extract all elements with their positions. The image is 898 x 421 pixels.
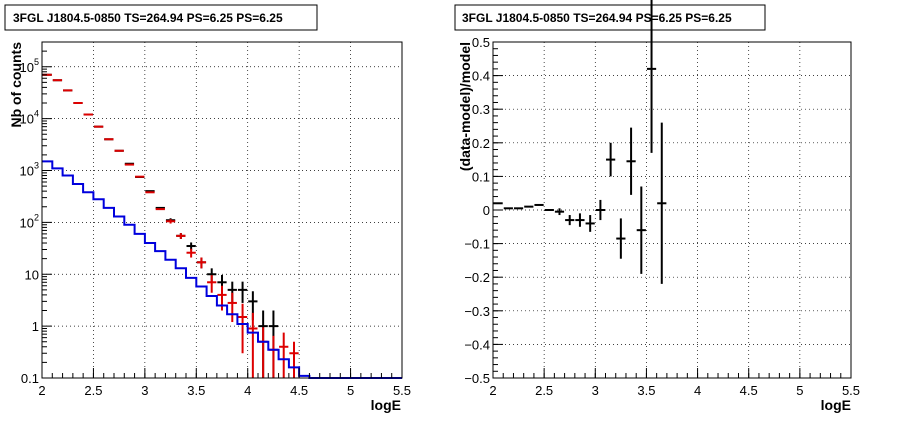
residual-data-point bbox=[595, 199, 606, 221]
right-chart-title: 3FGL J1804.5-0850 TS=264.94 PS=6.25 PS=6… bbox=[462, 11, 732, 25]
residual-data-point bbox=[575, 213, 585, 227]
residual-y-tick-label: 0.3 bbox=[472, 102, 490, 117]
counts-x-tick-label: 5.5 bbox=[393, 383, 411, 398]
residual-data-point bbox=[554, 208, 565, 216]
left-chart-title: 3FGL J1804.5-0850 TS=264.94 PS=6.25 PS=6… bbox=[13, 11, 283, 25]
residual-grid bbox=[493, 42, 851, 378]
counts-y-label: Nb of counts bbox=[8, 42, 24, 128]
residual-x-tick-label: 3 bbox=[592, 383, 599, 398]
counts-x-tick-label: 4 bbox=[244, 383, 251, 398]
residual-data-point bbox=[616, 218, 626, 259]
counts-y-tick-label: 105 bbox=[20, 57, 39, 75]
counts-y-tick-label: 103 bbox=[20, 161, 39, 179]
counts-y-tick-label: 10 bbox=[25, 267, 39, 282]
residual-y-tick-label: −0.2 bbox=[464, 270, 490, 285]
right-title-box: 3FGL J1804.5-0850 TS=264.94 PS=6.25 PS=6… bbox=[454, 4, 766, 31]
residual-x-tick-label: 4.5 bbox=[740, 383, 758, 398]
counts-y-tick-label: 102 bbox=[20, 212, 39, 230]
residual-y-tick-label: −0.4 bbox=[464, 337, 490, 352]
counts-data-point bbox=[237, 303, 248, 354]
residual-x-tick-label: 2 bbox=[489, 383, 496, 398]
residual-y-tick-label: −0.3 bbox=[464, 304, 490, 319]
counts-x-label: logE bbox=[371, 397, 401, 413]
counts-model-line bbox=[42, 160, 402, 379]
counts-data-point bbox=[165, 219, 176, 224]
residual-x-tick-label: 5.5 bbox=[842, 383, 860, 398]
counts-data-point bbox=[186, 248, 196, 258]
residual-x-label: logE bbox=[821, 397, 851, 413]
counts-frame bbox=[41, 41, 403, 379]
residual-plot: 2 2.5 3 3.5 4 4.5 5 5.5 −0.5 −0.4 −0.3 −0.2 −0.1 0 0.1… bbox=[457, 0, 860, 413]
counts-ticks: 2 2.5 3 3.5 4 4.5 5 5.5 0.1 1 10 102 103 104 105 bbox=[20, 41, 411, 398]
residual-data-point bbox=[657, 122, 667, 284]
residual-y-tick-label: 0.5 bbox=[472, 35, 490, 50]
counts-data-point bbox=[227, 292, 237, 323]
counts-y-tick-label: 0.1 bbox=[21, 371, 39, 386]
counts-x-tick-label: 5 bbox=[347, 383, 354, 398]
residual-data-point bbox=[636, 186, 646, 274]
residual-y-tick-label: −0.1 bbox=[464, 237, 490, 252]
residual-data-point bbox=[606, 142, 616, 177]
counts-data-point bbox=[289, 341, 299, 378]
residual-y-tick-label: 0.2 bbox=[472, 136, 490, 151]
counts-data-point bbox=[176, 233, 186, 239]
counts-marks bbox=[42, 73, 402, 379]
counts-data-point bbox=[237, 281, 248, 303]
counts-x-tick-label: 4.5 bbox=[290, 383, 308, 398]
residual-y-tick-label: 0.1 bbox=[472, 169, 490, 184]
residual-y-tick-label: −0.5 bbox=[464, 371, 490, 386]
counts-x-tick-label: 3 bbox=[141, 383, 148, 398]
residual-data-point bbox=[646, 0, 657, 153]
residual-x-tick-label: 3.5 bbox=[637, 383, 655, 398]
counts-data-point bbox=[258, 327, 268, 378]
counts-x-tick-label: 2 bbox=[38, 383, 45, 398]
counts-grid bbox=[42, 42, 402, 378]
counts-data-point bbox=[217, 285, 227, 311]
counts-data-point bbox=[196, 257, 207, 269]
residual-x-tick-label: 2.5 bbox=[535, 383, 553, 398]
residual-data-point bbox=[626, 127, 636, 195]
residual-y-tick-label: 0.4 bbox=[472, 69, 490, 84]
residual-data-point bbox=[585, 215, 595, 232]
residual-x-tick-label: 5 bbox=[796, 383, 803, 398]
counts-x-tick-label: 3.5 bbox=[187, 383, 205, 398]
residual-x-tick-label: 4 bbox=[694, 383, 701, 398]
residual-ticks: 2 2.5 3 3.5 4 4.5 5 5.5 −0.5 −0.4 −0.3 −0.2 −0.1 0 0.1… bbox=[464, 35, 860, 398]
counts-data-point bbox=[207, 275, 217, 293]
counts-data-point bbox=[279, 332, 289, 378]
counts-data-point bbox=[248, 312, 258, 378]
left-title-box: 3FGL J1804.5-0850 TS=264.94 PS=6.25 PS=6… bbox=[4, 4, 318, 31]
residual-data-point bbox=[565, 215, 575, 226]
residual-marks bbox=[493, 0, 667, 284]
residual-y-label: (data-model)/model bbox=[457, 42, 473, 171]
residual-y-tick-label: 0 bbox=[483, 203, 490, 218]
counts-y-tick-label: 1 bbox=[32, 319, 39, 334]
counts-x-tick-label: 2.5 bbox=[84, 383, 102, 398]
counts-data-point bbox=[268, 335, 279, 378]
counts-y-tick-label: 104 bbox=[20, 109, 39, 127]
